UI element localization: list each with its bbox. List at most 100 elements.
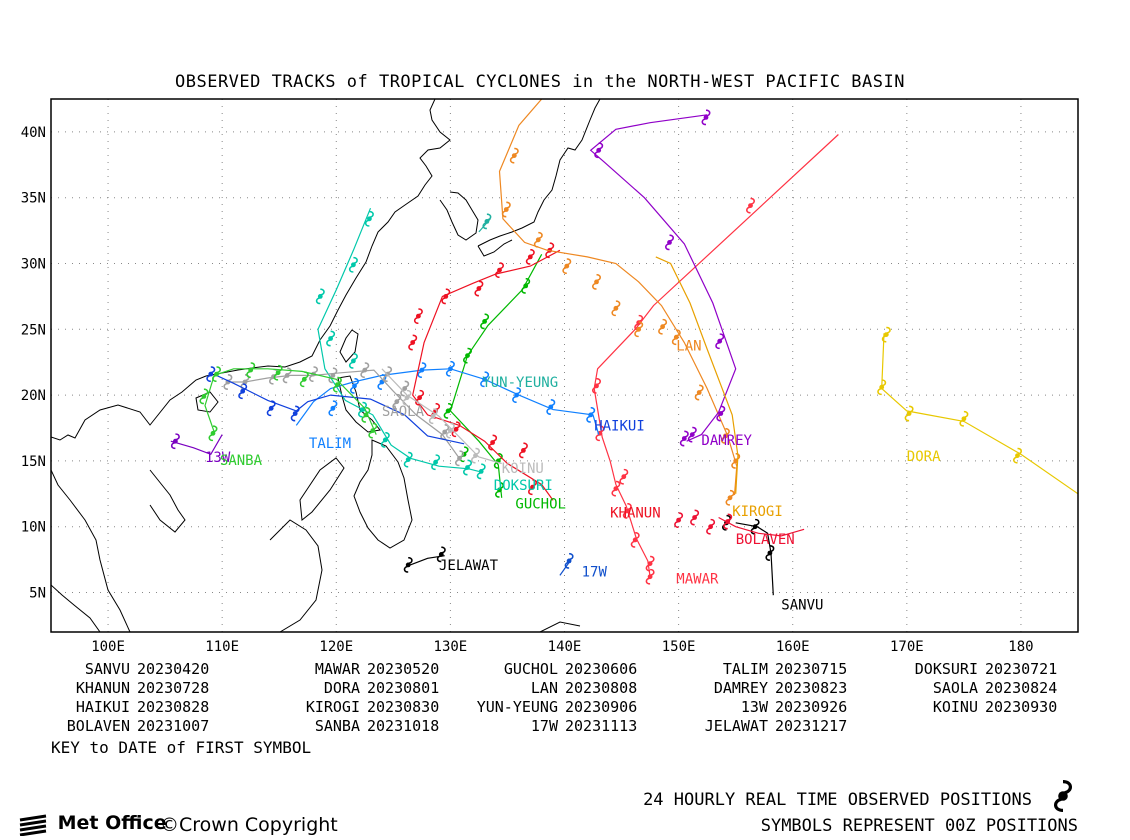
storm-lan: [498, 99, 741, 506]
cyclone-position-symbol: [348, 352, 358, 369]
storm-talim: [295, 360, 600, 435]
storm-mawar: [591, 134, 839, 585]
key-storm-name: TALIM: [722, 660, 768, 678]
cyclone-position-symbol: [462, 347, 473, 364]
cyclone-position-symbol: [658, 318, 668, 335]
storm-track-line: [216, 374, 465, 445]
key-storm-date: 20230926: [775, 698, 848, 716]
key-storm-date: 20230830: [367, 698, 440, 716]
cyclone-position-symbol: [904, 405, 914, 422]
key-storm-name: MAWAR: [314, 660, 360, 678]
storm-label: 17W: [582, 565, 608, 581]
key-storm-name: KOINU: [932, 698, 978, 716]
met-office-waves-icon: [19, 814, 47, 836]
key-storm-date: 20230828: [137, 698, 210, 716]
cyclone-position-symbol: [679, 430, 689, 447]
cyclone-position-symbol: [745, 197, 756, 214]
lat-tick-label: 15N: [21, 454, 46, 470]
key-storm-date: 20230930: [985, 698, 1058, 716]
cyclone-position-symbol: [474, 280, 484, 297]
storm-label: YUN-YEUNG: [482, 375, 558, 391]
key-storm-name: GUCHOL: [503, 660, 558, 678]
key-caption: KEY to DATE of FIRST SYMBOL: [51, 738, 312, 757]
coastlines: [51, 99, 601, 632]
key-storm-name: 13W: [740, 698, 768, 716]
key-storm-name: DOKSURI: [914, 660, 978, 678]
cyclone-position-symbol: [413, 308, 423, 325]
cyclone-position-symbol: [266, 400, 276, 417]
storm-jelawat: [403, 546, 446, 573]
cyclone-position-symbol: [431, 454, 441, 471]
cyclone-position-symbol: [521, 277, 531, 294]
lon-tick-label: 170E: [890, 639, 924, 655]
cyclone-position-symbol: [315, 288, 325, 305]
key-storm-date: 20230808: [565, 679, 638, 697]
cyclone-position-symbol: [694, 384, 704, 401]
storm-13w: [170, 433, 223, 456]
key-storm-name: 17W: [530, 717, 558, 735]
key-storm-name: JELAWAT: [704, 717, 768, 735]
cyclone-position-symbol: [501, 201, 511, 218]
storm-sanvu: [721, 514, 775, 596]
storm-track-line: [449, 254, 543, 498]
copyright-text: ©Crown Copyright: [160, 814, 338, 836]
storm-label: DAMREY: [701, 433, 752, 449]
cyclone-position-symbol: [348, 256, 358, 273]
key-storm-date: 20230420: [137, 660, 210, 678]
lat-tick-label: 10N: [21, 520, 46, 536]
cyclone-position-symbol: [533, 231, 543, 248]
storm-label: DORA: [907, 449, 941, 465]
lat-tick-label: 20N: [21, 388, 46, 404]
lon-tick-label: 150E: [662, 639, 696, 655]
lon-tick-label: 110E: [205, 639, 239, 655]
lat-tick-label: 30N: [21, 257, 46, 273]
storm-guchol: [443, 254, 543, 498]
storm-haikui: [206, 366, 465, 445]
cyclone-position-symbol: [525, 248, 535, 265]
key-storm-name: YUN-YEUNG: [476, 698, 558, 716]
storm-track-line: [295, 368, 600, 435]
key-storm-date: 20230715: [775, 660, 848, 678]
storm-track-line: [735, 522, 774, 596]
key-storm-name: KHANUN: [75, 679, 130, 697]
cyclone-symbol-icon: [1053, 779, 1073, 813]
cyclone-position-symbol: [645, 555, 655, 572]
key-storm-date: 20230823: [775, 679, 848, 697]
key-storm-name: BOLAVEN: [66, 717, 130, 735]
storm-track-line: [655, 256, 739, 494]
storm-bolaven: [674, 509, 805, 537]
cyclone-position-symbol: [591, 377, 602, 394]
cyclone-position-symbol: [290, 405, 300, 422]
storm-kirogi: [655, 256, 739, 494]
key-storm-name: LAN: [530, 679, 558, 697]
key-storm-name: KIROGI: [305, 698, 360, 716]
cyclone-position-symbol: [619, 468, 629, 485]
storm-track-line: [317, 207, 480, 472]
cyclone-position-symbol: [701, 109, 711, 126]
storm-label: KOINU: [502, 461, 544, 477]
lon-tick-label: 180: [1008, 639, 1033, 655]
cyclone-position-symbol: [645, 568, 655, 585]
storm-saola: [223, 362, 465, 467]
storm-damrey: [589, 109, 737, 447]
storm-label: KHANUN: [610, 506, 661, 522]
lat-tick-label: 35N: [21, 191, 46, 207]
cyclone-position-symbol: [706, 518, 716, 535]
key-storm-date: 20230520: [367, 660, 440, 678]
storm-label: LAN: [676, 338, 701, 354]
cyclone-position-symbol: [328, 400, 338, 417]
storm-label: JELAWAT: [439, 558, 499, 574]
key-storm-date: 20230606: [565, 660, 638, 678]
key-storm-name: HAIKUI: [75, 698, 130, 716]
map-frame: [50, 98, 1079, 633]
storm-track-line: [718, 516, 805, 537]
footer-positions: 24 HOURLY REAL TIME OBSERVED POSITIONS: [643, 790, 1032, 810]
cyclone-position-symbol: [562, 258, 572, 275]
cyclone-position-symbol: [725, 489, 735, 506]
lat-tick-label: 40N: [21, 125, 46, 141]
storm-label: SANBA: [220, 453, 263, 469]
key-storm-date: 20231113: [565, 717, 638, 735]
storm-track-line: [381, 368, 502, 465]
key-storm-date: 20231217: [775, 717, 848, 735]
lon-tick-label: 160E: [776, 639, 810, 655]
